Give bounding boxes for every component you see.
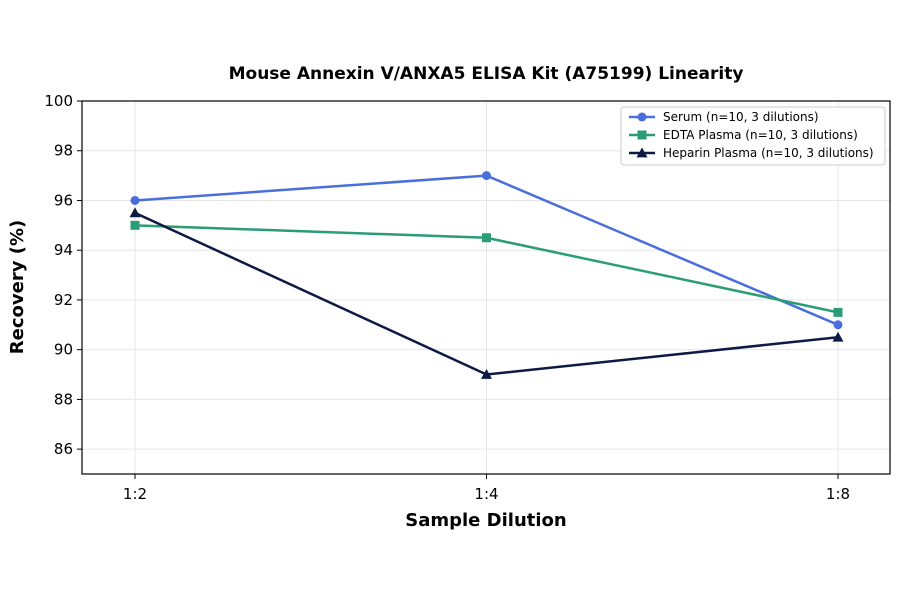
series-2 bbox=[130, 220, 843, 317]
data-point bbox=[481, 369, 492, 379]
x-axis-ticks: 1:2 1:4 1:8 bbox=[123, 474, 850, 503]
legend-item: Serum (n=10, 3 dilutions) bbox=[629, 110, 819, 124]
legend-marker bbox=[637, 112, 647, 122]
data-point bbox=[832, 331, 844, 342]
data-point bbox=[129, 207, 141, 218]
y-tick-label: 94 bbox=[54, 241, 73, 259]
series-1 bbox=[130, 171, 843, 330]
y-tick-label: 88 bbox=[54, 390, 73, 408]
y-tick-label: 98 bbox=[54, 142, 73, 160]
x-axis-label: Sample Dilution bbox=[405, 510, 566, 531]
x-tick-label: 1:8 bbox=[826, 485, 850, 503]
series-lines bbox=[129, 171, 844, 379]
x-tick-label: 1:2 bbox=[123, 485, 147, 503]
series-3 bbox=[129, 207, 844, 379]
x-tick-label: 1:4 bbox=[474, 485, 498, 503]
y-tick-label: 92 bbox=[54, 291, 73, 309]
legend-label: Heparin Plasma (n=10, 3 dilutions) bbox=[663, 146, 874, 160]
y-tick-label: 86 bbox=[54, 440, 73, 458]
y-tick-label: 96 bbox=[54, 191, 73, 209]
legend: Serum (n=10, 3 dilutions) EDTA Plasma (n=… bbox=[620, 106, 886, 166]
data-point bbox=[833, 320, 843, 330]
legend-label: Serum (n=10, 3 dilutions) bbox=[663, 110, 819, 124]
data-point bbox=[130, 195, 140, 205]
data-point bbox=[833, 307, 843, 317]
legend-item: EDTA Plasma (n=10, 3 dilutions) bbox=[629, 128, 858, 142]
y-tick-label: 100 bbox=[44, 92, 73, 110]
y-axis-ticks: 86 88 90 92 94 96 98 100 bbox=[44, 92, 82, 458]
legend-marker bbox=[636, 147, 648, 158]
y-tick-label: 90 bbox=[54, 341, 73, 359]
data-point bbox=[482, 171, 491, 181]
y-axis-label: Recovery (%) bbox=[7, 220, 28, 354]
chart-title: Mouse Annexin V/ANXA5 ELISA Kit (A75199)… bbox=[229, 64, 744, 84]
legend-item: Heparin Plasma (n=10, 3 dilutions) bbox=[629, 146, 874, 160]
legend-frame bbox=[620, 106, 886, 166]
legend-label: EDTA Plasma (n=10, 3 dilutions) bbox=[663, 128, 858, 142]
data-point bbox=[130, 220, 140, 230]
legend-marker bbox=[637, 130, 647, 140]
data-point bbox=[482, 233, 491, 243]
